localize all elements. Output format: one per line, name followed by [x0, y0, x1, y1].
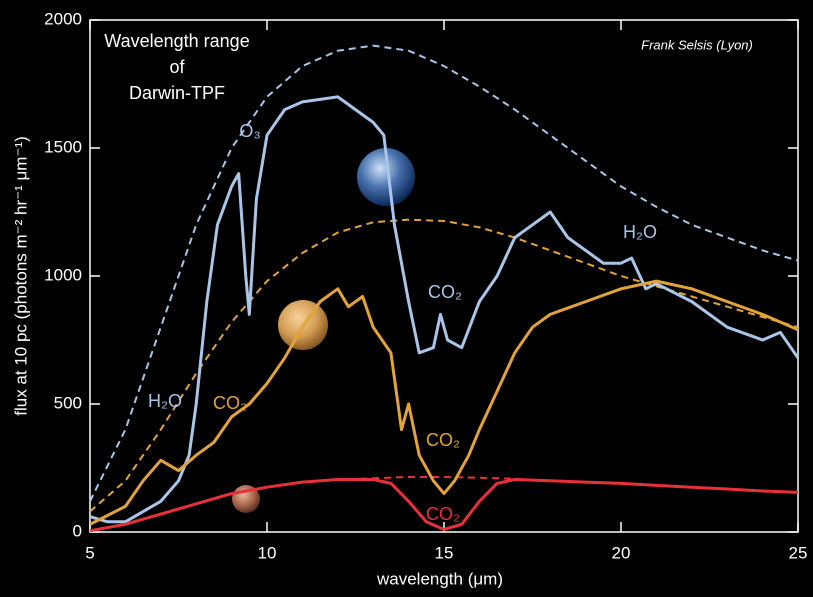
annotation: O₃ [239, 121, 260, 141]
y-tick-label: 2000 [44, 9, 82, 28]
y-tick-label: 0 [73, 521, 82, 540]
x-tick-label: 20 [612, 543, 631, 562]
annotation: H₂O [623, 222, 657, 242]
annotation: CO₂ [213, 393, 247, 413]
spectrum-line [89, 478, 799, 533]
annotation: H₂O [148, 391, 182, 411]
annotation: Frank Selsis (Lyon) [641, 37, 753, 52]
earth-image [357, 148, 415, 206]
y-tick-label: 1500 [44, 137, 82, 156]
spectrum-line [89, 279, 799, 526]
x-axis-label: wavelength (μm) [376, 569, 503, 588]
annotation: Wavelength range [104, 31, 249, 51]
x-tick-label: 10 [258, 543, 277, 562]
x-tick-label: 5 [85, 543, 94, 562]
spectrum-line [89, 95, 800, 524]
x-tick-label: 15 [435, 543, 454, 562]
y-axis-label: flux at 10 pc (photons m⁻² hr⁻¹ μm⁻¹) [11, 136, 30, 416]
annotation: CO₂ [426, 504, 460, 524]
x-tick-label: 25 [789, 543, 808, 562]
y-tick-label: 500 [54, 393, 82, 412]
annotation: of [169, 57, 185, 77]
model-curve [89, 44, 799, 502]
annotation: Darwin-TPF [129, 83, 225, 103]
annotation: CO₂ [428, 282, 462, 302]
y-tick-label: 1000 [44, 265, 82, 284]
annotation: CO₂ [426, 430, 460, 450]
model-curve [89, 218, 799, 513]
